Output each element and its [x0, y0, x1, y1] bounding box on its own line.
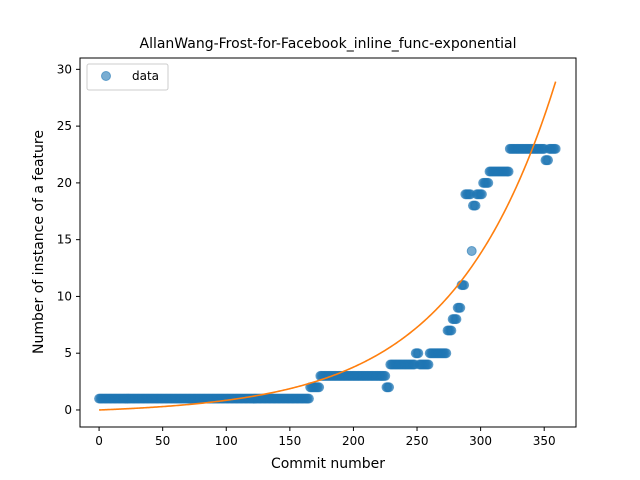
y-axis-label: Number of instance of a feature — [31, 130, 47, 354]
data-point — [303, 393, 314, 404]
legend-label-data: data — [132, 69, 159, 83]
x-tick-label: 50 — [155, 434, 170, 448]
data-point — [455, 302, 466, 313]
data-point — [384, 382, 395, 393]
x-axis-label: Commit number — [271, 456, 385, 472]
x-axis-ticks: 0 50 100 150 200 250 300 350 — [95, 427, 556, 448]
data-point — [451, 314, 462, 325]
x-tick-label: 150 — [278, 434, 301, 448]
data-point — [503, 166, 514, 177]
legend: data — [86, 63, 169, 91]
y-tick-label: 5 — [64, 346, 72, 360]
x-tick-label: 350 — [533, 434, 556, 448]
data-point — [459, 280, 470, 291]
y-tick-label: 25 — [57, 119, 72, 133]
data-point — [470, 200, 481, 211]
data-point — [466, 246, 477, 257]
data-point — [423, 359, 434, 370]
data-point — [543, 155, 554, 166]
data-point — [441, 348, 452, 359]
plot-frame — [79, 57, 577, 428]
x-tick-label: 250 — [406, 434, 429, 448]
legend-box — [86, 63, 169, 91]
data-point — [483, 177, 494, 188]
fit-curve — [99, 81, 557, 411]
data-point — [446, 325, 457, 336]
data-points — [94, 143, 561, 404]
y-tick-label: 10 — [57, 289, 72, 303]
y-axis-ticks: 0 5 10 15 20 25 30 — [57, 62, 80, 417]
data-point — [314, 382, 325, 393]
chart-title: AllanWang-Frost-for-Facebook_inline_func… — [140, 36, 517, 52]
x-tick-label: 100 — [215, 434, 238, 448]
x-tick-label: 300 — [469, 434, 492, 448]
x-tick-label: 0 — [95, 434, 103, 448]
data-point — [413, 348, 424, 359]
y-tick-label: 20 — [57, 176, 72, 190]
y-tick-label: 15 — [57, 233, 72, 247]
data-point — [380, 370, 391, 381]
y-tick-label: 0 — [64, 403, 72, 417]
data-point — [476, 189, 487, 200]
y-tick-label: 30 — [57, 62, 72, 76]
fit-curve-group — [99, 81, 557, 411]
data-point — [550, 143, 561, 154]
x-tick-label: 200 — [342, 434, 365, 448]
legend-marker-data — [101, 71, 111, 81]
